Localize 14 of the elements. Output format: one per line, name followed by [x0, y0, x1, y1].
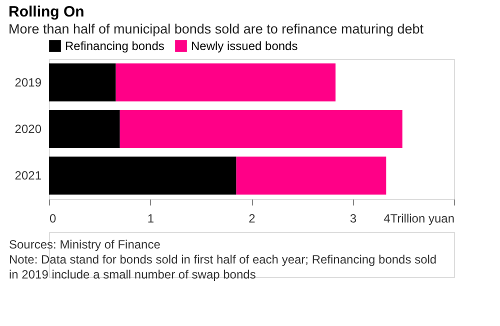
chart-title: Rolling On [8, 4, 84, 20]
chart-subtitle: More than half of municipal bonds sold are to refinance maturing debt [8, 22, 424, 36]
x-tick-label: 4Trillion yuan [384, 212, 454, 226]
text: Note: Data stand for bonds sold in first half of each year; Refinancing bonds sold in 2019 include a small number of swap bonds [9, 252, 437, 282]
y-tick-label: 2020 [14, 122, 42, 136]
y-tick-label: 2019 [14, 75, 42, 90]
legend-label: Newly issued bonds [191, 39, 298, 53]
x-tick-label: 2 [248, 212, 256, 226]
source-note: Sources: Ministry of Finance [9, 238, 161, 252]
x-tick-label: 0 [50, 212, 56, 226]
x-tick-label: 3 [350, 212, 357, 226]
y-tick-label: 2021 [14, 168, 42, 183]
x-tick-label: 1 [147, 212, 154, 226]
legend-label: Refinancing bonds [65, 39, 164, 53]
